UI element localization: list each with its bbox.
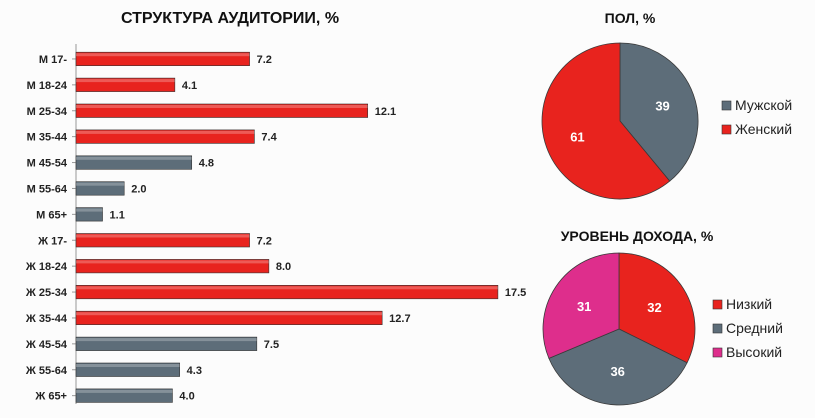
- bar: [75, 129, 255, 144]
- gender-pie-title: ПОЛ, %: [605, 10, 656, 26]
- bars-group: М 17- 7.2 М 18-24 4.1 М 25-34 12.1 М 35-44 7.4 М…: [25, 51, 526, 403]
- category-label: М 55-64: [27, 183, 68, 195]
- bar-chart-title: СТРУКТУРА АУДИТОРИИ, %: [121, 10, 339, 27]
- category-label: Ж 45-54: [25, 339, 68, 351]
- bar: [75, 207, 103, 222]
- bar-highlight: [76, 156, 192, 160]
- bar-highlight: [76, 130, 255, 134]
- bar: [75, 103, 369, 118]
- category-label: М 45-54: [27, 158, 68, 170]
- gender-pie-chart: ПОЛ, % 39 61 Мужской Женский: [541, 10, 792, 200]
- bar-value-label: 1.1: [110, 209, 125, 221]
- bar: [75, 181, 125, 196]
- bar-value-label: 17.5: [505, 287, 526, 299]
- bar-value-label: 7.5: [264, 339, 279, 351]
- bar-value-label: 12.7: [389, 313, 410, 325]
- bar-value-label: 7.2: [257, 54, 272, 66]
- pie-value-label: 39: [655, 99, 669, 114]
- bar-value-label: 7.2: [257, 235, 272, 247]
- category-label: М 65+: [36, 209, 67, 221]
- bar: [75, 284, 499, 300]
- category-label: Ж 17-: [37, 235, 67, 247]
- bar: [75, 310, 383, 326]
- income-pie-title: УРОВЕНЬ ДОХОДА, %: [561, 228, 714, 244]
- category-label: Ж 65+: [34, 391, 67, 403]
- category-label: М 17-: [39, 54, 67, 66]
- bar-value-label: 7.4: [261, 132, 277, 144]
- legend-swatch: [712, 323, 723, 334]
- bar-highlight: [76, 234, 250, 238]
- category-label: Ж 25-34: [25, 287, 68, 299]
- bar-highlight: [76, 208, 103, 212]
- category-label: М 18-24: [27, 80, 68, 92]
- category-label: Ж 35-44: [25, 313, 68, 325]
- bar: [75, 51, 250, 67]
- bar-value-label: 2.0: [131, 183, 146, 195]
- legend-label: Низкий: [726, 296, 772, 312]
- pie-value-label: 61: [570, 129, 584, 144]
- bar-value-label: 4.0: [179, 391, 194, 403]
- pie-value-label: 32: [647, 300, 661, 315]
- bar-highlight: [76, 338, 257, 342]
- income-pie-chart: УРОВЕНЬ ДОХОДА, % 32 36 31 Низкий Средний Выс…: [542, 228, 783, 406]
- bar-highlight: [76, 79, 175, 83]
- bar: [75, 155, 193, 170]
- pie-slice: [619, 42, 699, 182]
- bar-highlight: [76, 286, 498, 290]
- legend-swatch: [712, 299, 723, 310]
- category-label: М 25-34: [27, 106, 68, 118]
- bar: [75, 362, 180, 377]
- pie-slice: [618, 252, 696, 364]
- bar-highlight: [76, 53, 250, 57]
- bar-highlight: [76, 364, 180, 367]
- bar-value-label: 4.1: [182, 80, 197, 92]
- legend-label: Высокий: [726, 344, 782, 360]
- legend-label: Женский: [735, 121, 792, 137]
- pie-slice: [541, 42, 671, 200]
- bar: [75, 388, 173, 403]
- category-label: Ж 55-64: [25, 365, 68, 377]
- category-label: М 35-44: [27, 132, 68, 144]
- bar: [75, 77, 176, 92]
- bar-highlight: [76, 105, 368, 108]
- audience-bar-chart: СТРУКТУРА АУДИТОРИИ, % М 17- 7.2 М 18-24 4.…: [25, 10, 526, 404]
- bar-value-label: 4.8: [199, 158, 214, 170]
- pie-slice: [548, 328, 688, 406]
- bar: [75, 259, 270, 274]
- bar-highlight: [76, 389, 173, 393]
- pie-slice: [542, 252, 620, 359]
- pie-value-label: 31: [577, 299, 591, 314]
- legend-label: Средний: [726, 320, 783, 336]
- legend-swatch: [721, 100, 732, 111]
- legend-label: Мужской: [735, 97, 792, 113]
- bar-highlight: [76, 260, 269, 264]
- bar-value-label: 4.3: [187, 365, 202, 377]
- legend-swatch: [721, 124, 732, 135]
- bar-value-label: 12.1: [375, 106, 396, 118]
- legend-swatch: [712, 347, 723, 358]
- bar-highlight: [76, 182, 125, 186]
- bar-highlight: [76, 312, 383, 316]
- pie-value-label: 36: [610, 364, 624, 379]
- bar-value-label: 8.0: [276, 261, 291, 273]
- category-label: Ж 18-24: [25, 261, 68, 273]
- bar: [75, 336, 258, 351]
- bar: [75, 233, 250, 248]
